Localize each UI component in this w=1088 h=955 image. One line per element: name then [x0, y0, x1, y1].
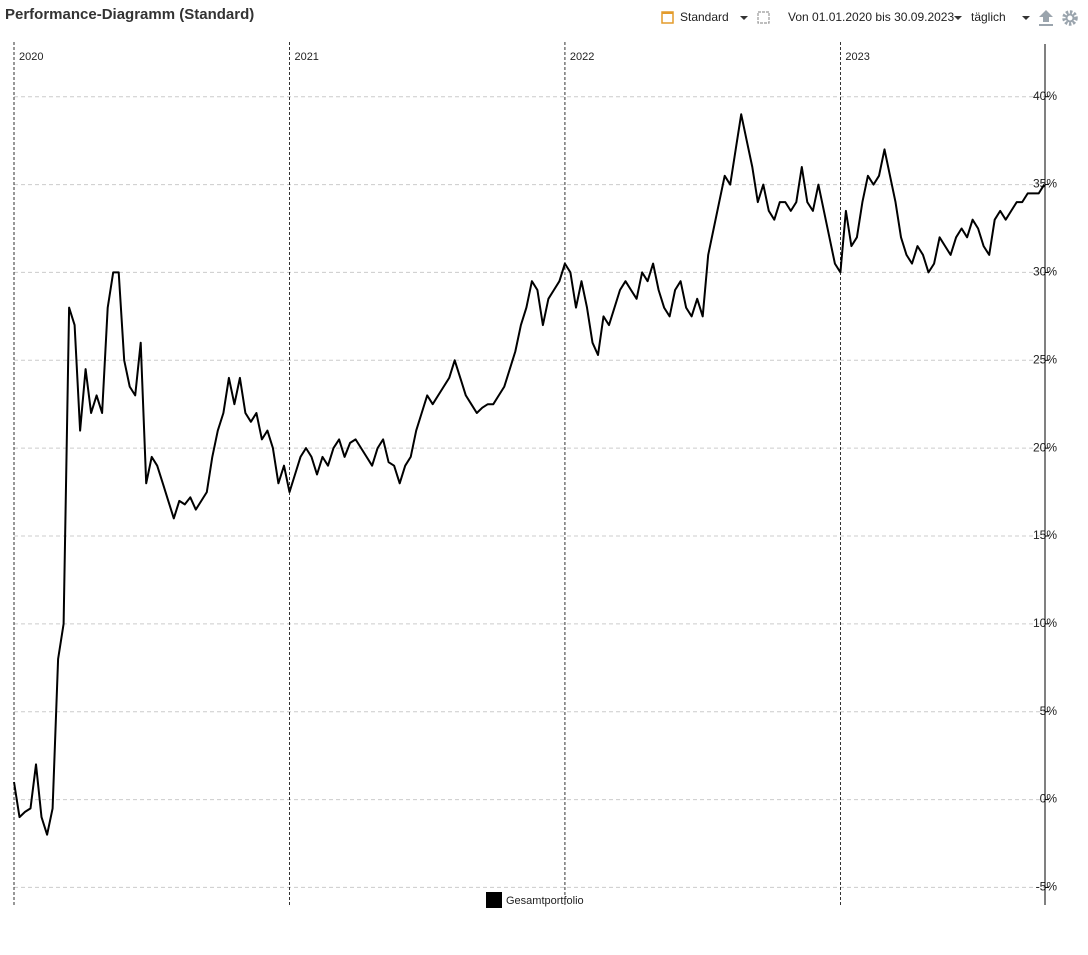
settings-icon-center	[1065, 13, 1075, 23]
x-tick-label: 2022	[570, 51, 594, 63]
chart-title: Performance-Diagramm (Standard)	[5, 6, 254, 23]
x-tick-label: 2023	[845, 51, 869, 63]
toolbar: Standard Von 01.01.2020 bis 30.09.2023 t…	[661, 10, 1078, 26]
dropdown-arrow[interactable]	[954, 16, 962, 20]
y-tick-label: -5%	[1036, 880, 1058, 894]
y-tick-label: 0%	[1040, 792, 1058, 806]
y-tick-label: 5%	[1040, 704, 1058, 718]
dropdown-arrow[interactable]	[740, 16, 748, 20]
range-select[interactable]: Von 01.01.2020 bis 30.09.2023	[788, 10, 954, 24]
x-tick-label: 2020	[19, 51, 43, 63]
legend-swatch	[486, 892, 502, 908]
interval-select[interactable]: täglich	[971, 10, 1006, 24]
legend-label: Gesamtportfolio	[506, 895, 584, 907]
view-select[interactable]: Standard	[680, 10, 729, 24]
range-icon[interactable]	[757, 11, 770, 24]
dropdown-arrow[interactable]	[1022, 16, 1030, 20]
series-line	[13, 113, 1046, 836]
x-tick-label: 2021	[294, 51, 318, 63]
export-icon[interactable]	[1039, 10, 1053, 26]
settings-icon[interactable]	[1062, 10, 1078, 26]
